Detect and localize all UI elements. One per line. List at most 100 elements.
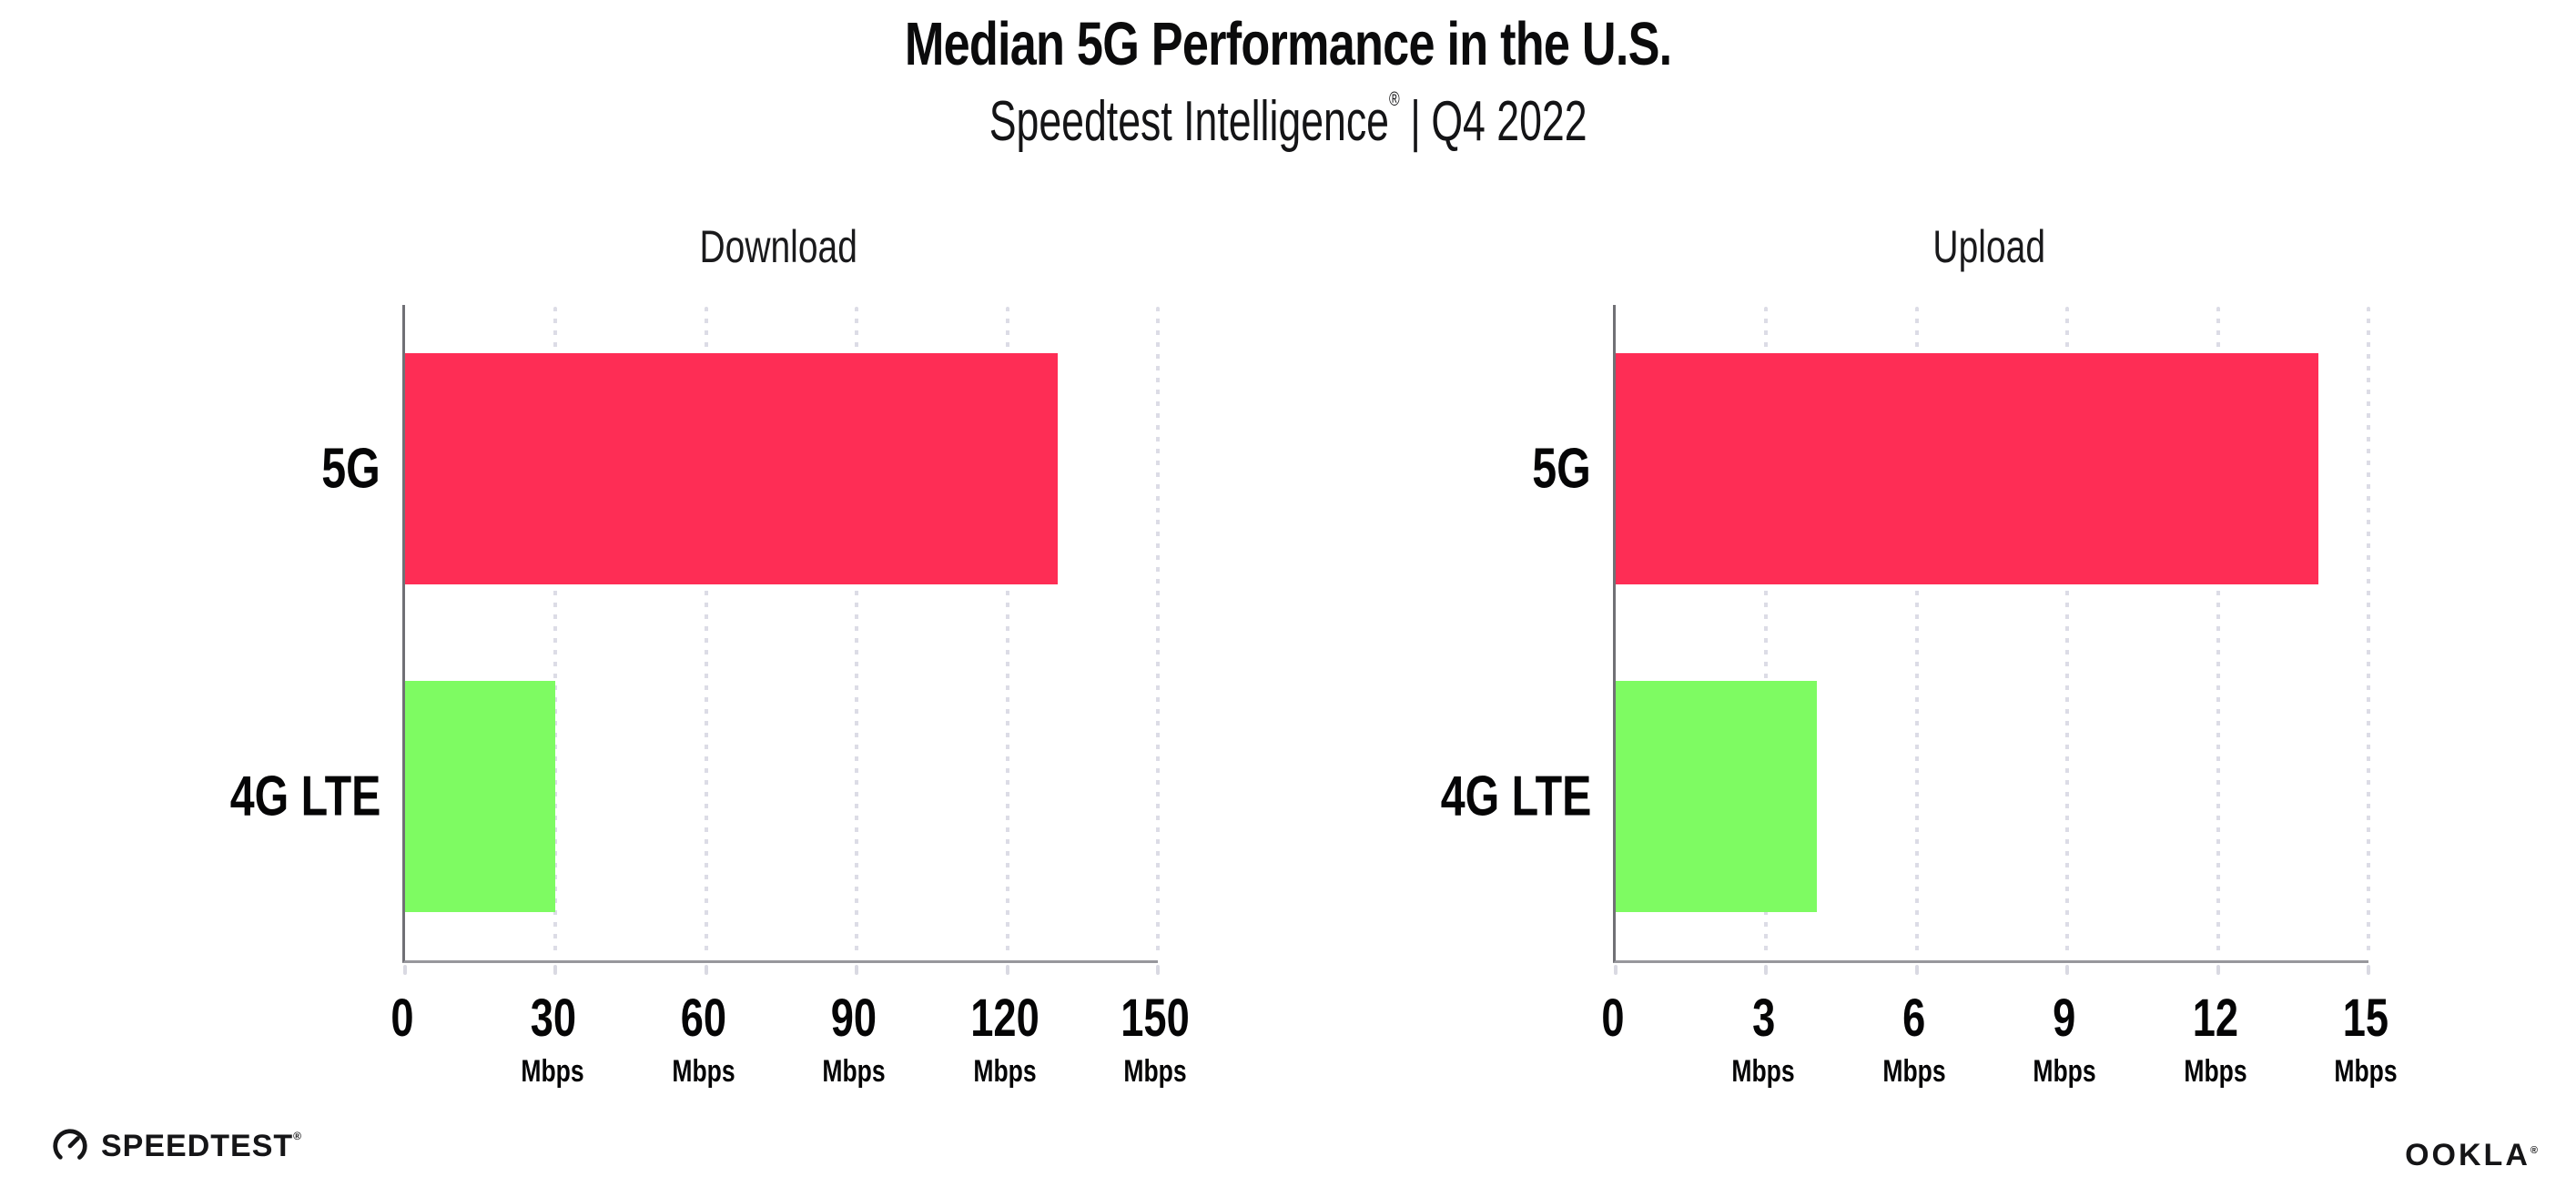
x-tick-unit-text: Mbps	[672, 1054, 735, 1089]
category-label-text: 5G	[1532, 437, 1591, 501]
x-tick-unit-text: Mbps	[1731, 1054, 1796, 1089]
x-tick-value: 0	[388, 992, 417, 1045]
x-tick-mark	[2216, 965, 2220, 975]
x-tick-unit: Mbps	[1111, 1056, 1200, 1087]
category-label-4g-lte: 4G LTE	[188, 765, 380, 829]
x-tick-mark	[553, 965, 558, 975]
gridline-90	[855, 307, 859, 957]
gridline-60	[704, 307, 708, 957]
x-tick-label: 0	[388, 992, 417, 1045]
category-label-5g: 5G	[305, 437, 380, 502]
upload-x-axis-labels: 0 3 Mbps 6 Mbps 9 Mbps 12 Mbps 15 Mbps	[1601, 989, 2397, 1120]
download-plot-area	[402, 305, 1160, 975]
page-subtitle-text: Speedtest Intelligence® | Q4 2022	[989, 87, 1587, 154]
x-tick-mark	[2065, 965, 2070, 975]
x-tick-unit: Mbps	[960, 1056, 1049, 1087]
x-tick-value-text: 60	[680, 989, 726, 1048]
x-tick-label: 9 Mbps	[2024, 992, 2105, 1088]
4g-lte-bar	[1616, 681, 1817, 912]
gridline-120	[1005, 307, 1009, 957]
category-label-text: 5G	[321, 437, 380, 501]
ookla-registered-mark: ®	[2530, 1145, 2538, 1156]
x-tick-unit-text: Mbps	[822, 1054, 886, 1089]
x-tick-value-text: 6	[1902, 989, 1926, 1048]
x-tick-value-text: 9	[2053, 989, 2076, 1048]
category-label-text: 4G LTE	[1440, 765, 1591, 828]
x-tick-unit: Mbps	[663, 1056, 744, 1087]
gridline-6	[1914, 307, 1919, 957]
x-tick-unit: Mbps	[1723, 1056, 1804, 1087]
speedtest-gauge-icon	[53, 1129, 87, 1163]
registered-trademark-symbol: ®	[1388, 87, 1400, 110]
x-tick-mark	[1764, 965, 1769, 975]
x-tick-label: 15 Mbps	[2326, 992, 2407, 1088]
x-tick-value: 6	[1873, 992, 1954, 1045]
x-tick-unit: Mbps	[512, 1056, 593, 1087]
upload-plot-area	[1613, 305, 2370, 975]
x-tick-value: 90	[814, 992, 895, 1045]
download-chart: Download 5G 4G LTE 0 30 Mbps 60 Mbps 90 Mbps 120…	[166, 220, 1189, 1131]
category-label-5g: 5G	[1516, 437, 1591, 502]
x-tick-value: 120	[960, 992, 1049, 1045]
x-tick-value-text: 12	[2192, 989, 2238, 1048]
x-tick-value-text: 0	[1601, 989, 1625, 1048]
x-tick-unit: Mbps	[2326, 1056, 2407, 1087]
ookla-logo-text: OOKLA	[2405, 1138, 2530, 1172]
speedtest-logo-text: SPEEDTEST	[101, 1128, 294, 1163]
gridline-12	[2216, 307, 2220, 957]
x-tick-label: 150 Mbps	[1111, 992, 1200, 1088]
subtitle-divider: |	[1410, 90, 1421, 153]
x-tick-label: 30 Mbps	[512, 989, 593, 1088]
x-tick-mark	[704, 965, 708, 975]
page-subtitle: Speedtest Intelligence® | Q4 2022	[0, 87, 2576, 154]
x-tick-unit-text: Mbps	[972, 1054, 1037, 1089]
x-tick-value-text: 0	[390, 989, 414, 1048]
x-tick-unit-text: Mbps	[1882, 1054, 1946, 1089]
x-tick-mark	[403, 965, 407, 975]
x-tick-unit-text: Mbps	[1123, 1054, 1187, 1089]
gridline-3	[1764, 307, 1769, 957]
x-tick-mark	[1914, 965, 1919, 975]
gridline-15	[2367, 307, 2370, 957]
5g-bar	[405, 353, 1058, 584]
x-tick-unit: Mbps	[814, 1056, 895, 1087]
download-y-axis-labels: 5G 4G LTE	[166, 305, 380, 960]
gridline-9	[2065, 307, 2070, 957]
x-tick-value-text: 30	[530, 989, 576, 1048]
x-tick-mark	[2367, 965, 2370, 975]
x-tick-value: 0	[1598, 992, 1628, 1045]
upload-y-axis-labels: 5G 4G LTE	[1376, 305, 1591, 960]
subtitle-period: Q4 2022	[1431, 90, 1587, 153]
x-tick-label: 60 Mbps	[663, 992, 744, 1088]
x-tick-label: 90 Mbps	[814, 992, 895, 1088]
x-tick-value-text: 15	[2342, 989, 2389, 1048]
download-chart-title-text: Download	[699, 221, 858, 272]
ookla-logo: OOKLA®	[2405, 1138, 2538, 1173]
gridline-30	[553, 307, 558, 957]
x-tick-unit-text: Mbps	[2183, 1054, 2247, 1089]
x-tick-label: 3 Mbps	[1723, 989, 1804, 1088]
category-label-text: 4G LTE	[229, 765, 380, 828]
x-tick-unit-text: Mbps	[2334, 1054, 2398, 1089]
x-tick-unit-text: Mbps	[521, 1054, 585, 1089]
speedtest-logo: SPEEDTEST ®	[51, 1127, 301, 1165]
4g-lte-bar	[405, 681, 556, 912]
x-tick-value: 9	[2024, 992, 2105, 1045]
x-tick-value: 60	[663, 992, 744, 1045]
x-tick-mark	[1614, 965, 1618, 975]
speedtest-registered-mark: ®	[293, 1130, 302, 1142]
x-tick-value-text: 90	[831, 989, 877, 1048]
x-tick-label: 120 Mbps	[960, 992, 1049, 1088]
upload-chart: Upload 5G 4G LTE 0 3 Mbps 6 Mbps 9 Mbps 12 Mbps 15…	[1376, 220, 2397, 1131]
x-tick-value: 150	[1111, 992, 1200, 1045]
gridline-150	[1156, 307, 1160, 957]
x-tick-mark	[1005, 965, 1009, 975]
x-tick-mark	[855, 965, 859, 975]
x-tick-value: 15	[2326, 992, 2407, 1045]
page-title-text: Median 5G Performance in the U.S.	[904, 10, 1672, 78]
x-tick-label: 6 Mbps	[1873, 992, 1954, 1088]
x-tick-unit: Mbps	[1873, 1056, 1954, 1087]
x-tick-label: 12 Mbps	[2175, 989, 2256, 1089]
category-label-4g-lte: 4G LTE	[1398, 765, 1591, 829]
x-tick-value-text: 3	[1751, 989, 1775, 1048]
